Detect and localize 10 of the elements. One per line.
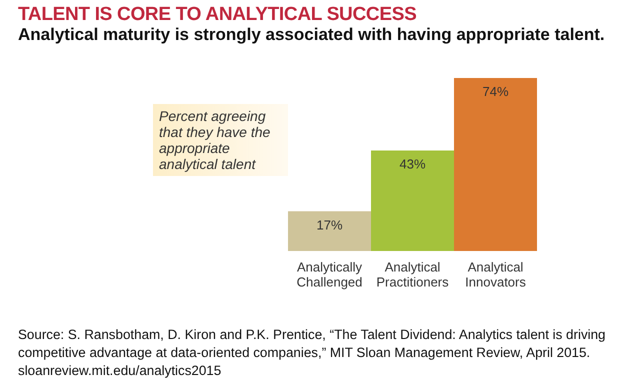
source-note: Source: S. Ransbotham, D. Kiron and P.K. Prentice, “The Talent Dividend: Analytics talent is driving competitive advantage at data-oriented companies,” MIT Sloan Management Review, April 2015. sloanreview.mit.edu/analytics2015 xyxy=(18,326,607,380)
x-tick-label: Analytical Practitioners xyxy=(376,260,450,290)
text: Percent agreeing that they have the appropriate analytical talent xyxy=(153,104,290,176)
chart-subtitle: Analytical maturity is strongly associated with having appropriate talent. xyxy=(18,25,605,45)
x-tick-label: Analytical Innovators xyxy=(465,260,526,290)
data-label: 43% xyxy=(399,156,426,172)
chart-title: TALENT IS CORE TO ANALYTICAL SUCCESS xyxy=(18,4,416,26)
data-label: 17% xyxy=(316,217,343,232)
x-tick-label: Analytically Challenged xyxy=(296,260,363,290)
data-label: 74% xyxy=(482,84,509,99)
